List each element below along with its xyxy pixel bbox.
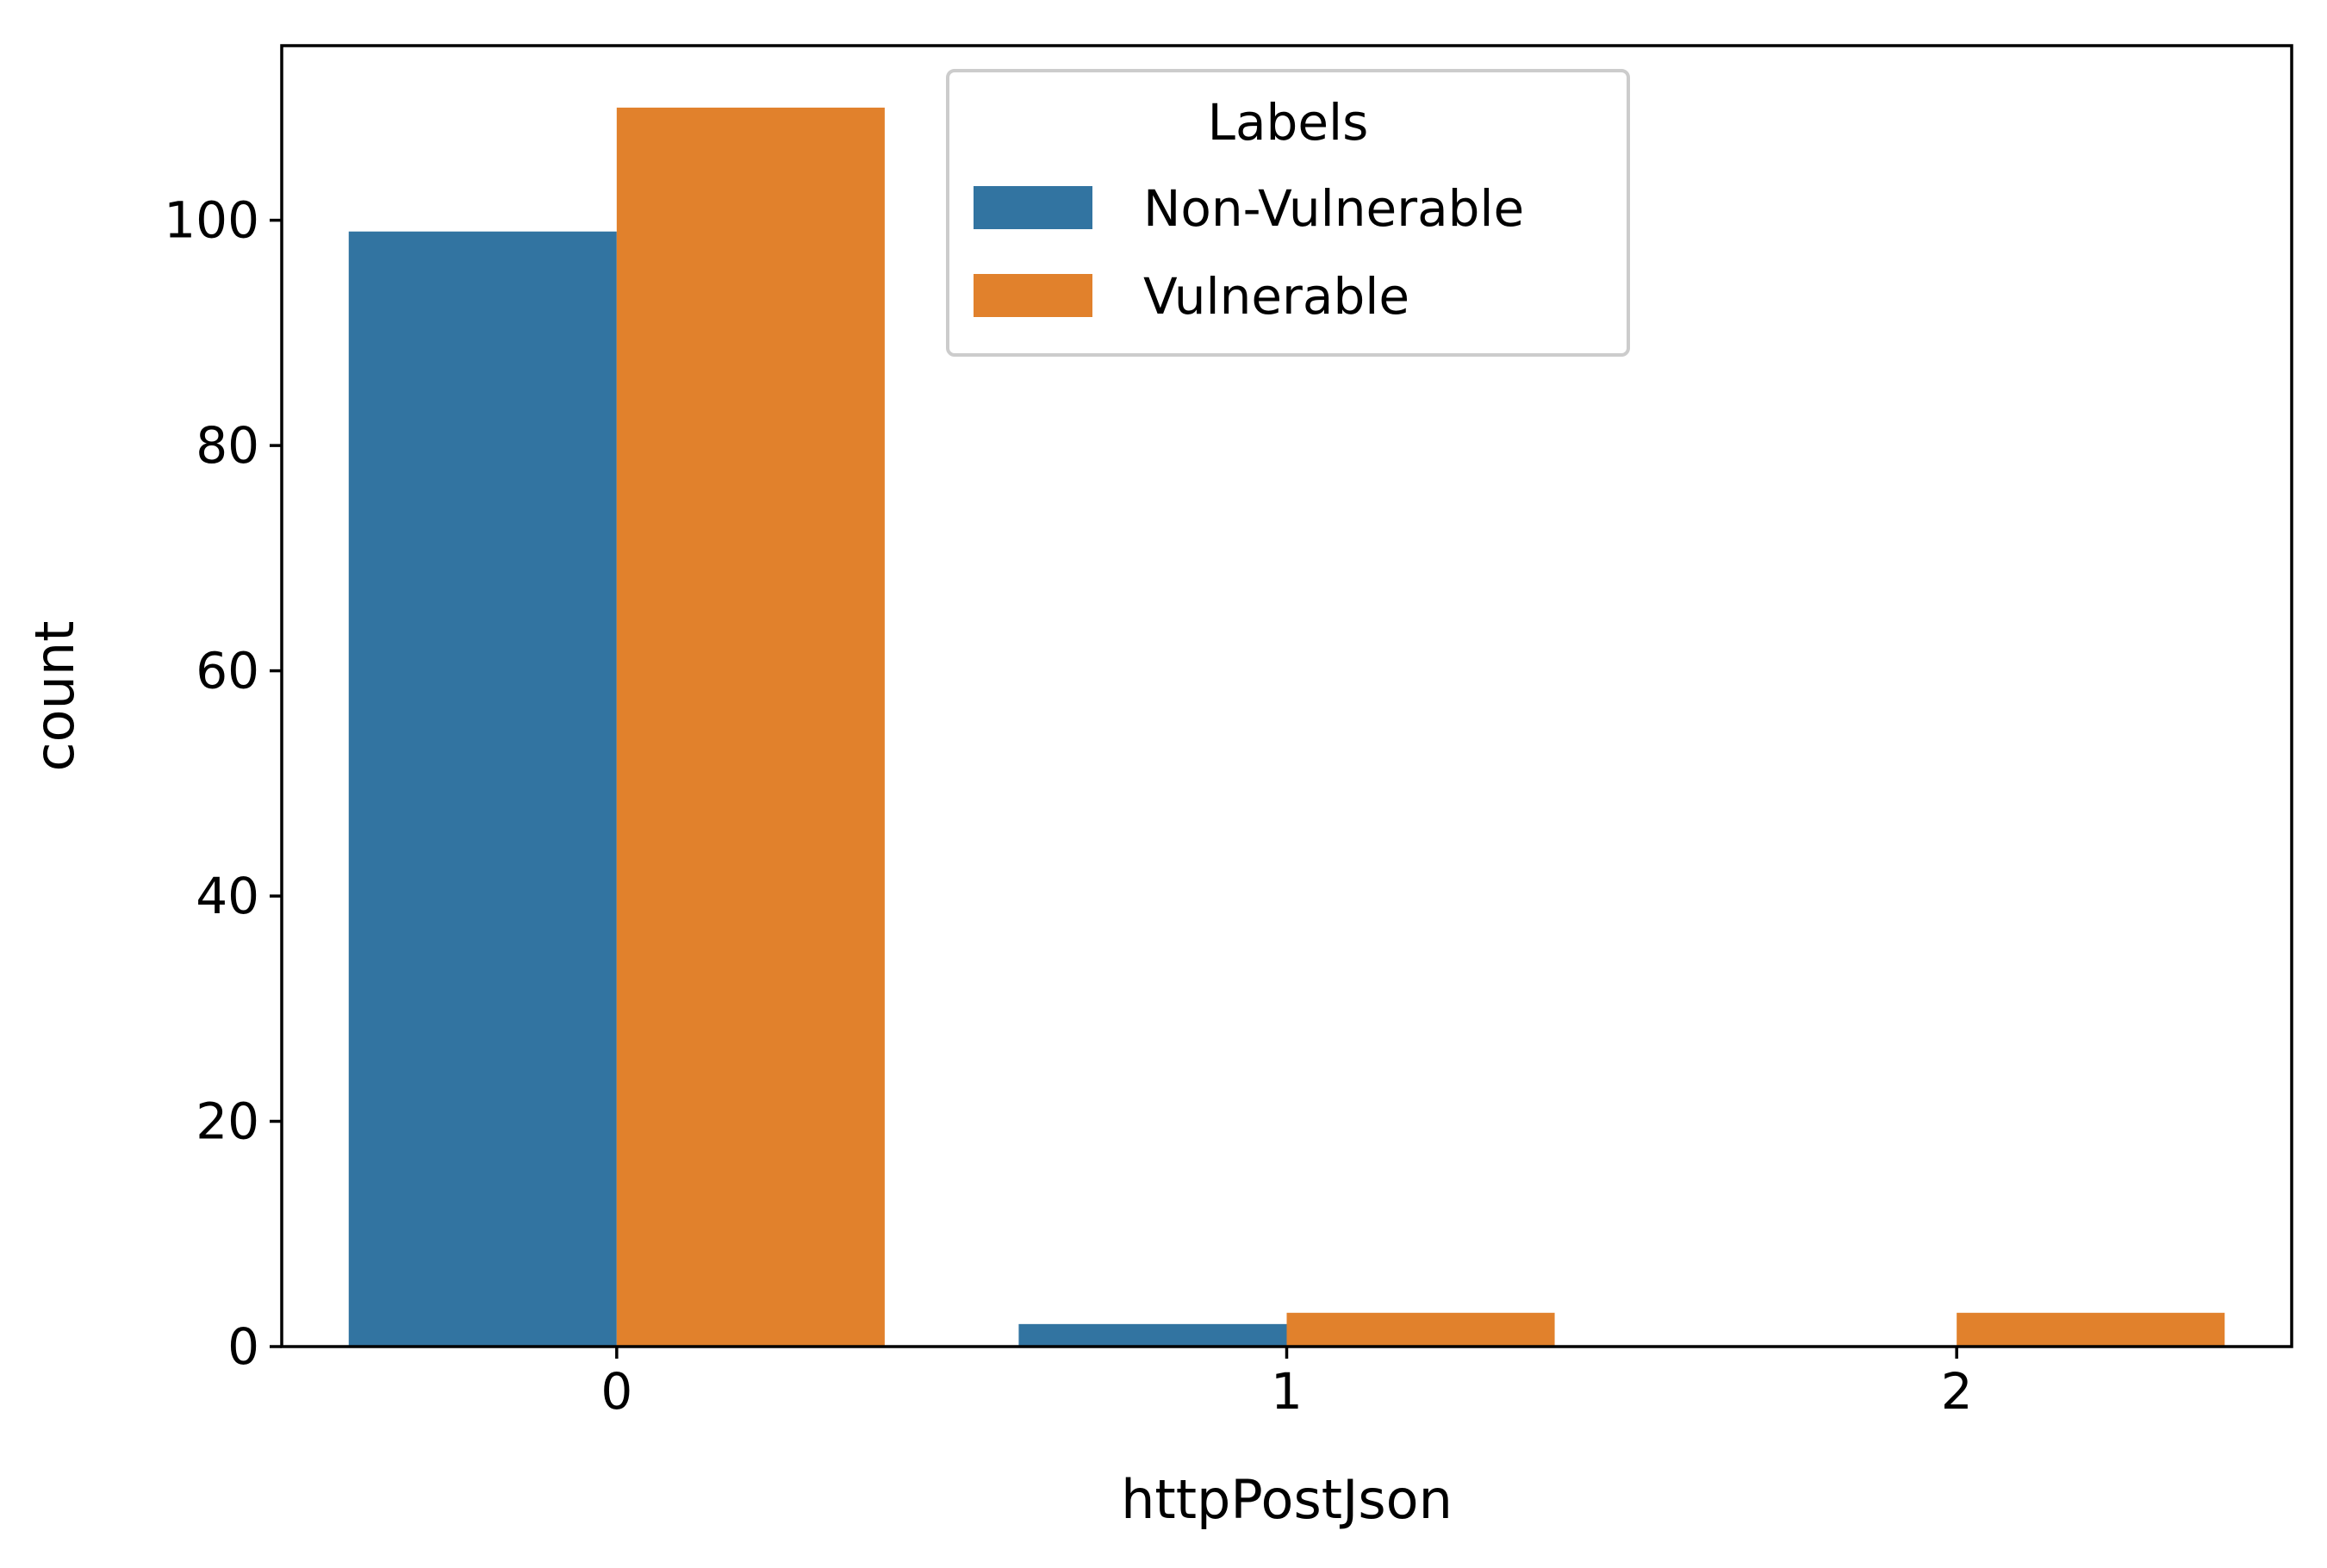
bars-layer <box>348 107 2225 1347</box>
legend-title: Labels <box>1208 93 1369 152</box>
y-tick-label: 0 <box>227 1317 259 1376</box>
x-axis-label: httpPostJson <box>1121 1468 1453 1531</box>
bar-vulnerable-0 <box>616 107 885 1347</box>
y-tick-label: 40 <box>196 867 259 925</box>
legend-label-non-vulnerable: Non-Vulnerable <box>1143 179 1524 238</box>
x-tick-label: 1 <box>1271 1362 1303 1421</box>
axes-layer: 0 20 40 60 80 100 0 1 2 httpPostJson count <box>23 44 2293 1531</box>
y-tick-label: 100 <box>164 191 259 250</box>
bar-vulnerable-2 <box>1957 1312 2225 1347</box>
x-tick-label: 0 <box>600 1362 632 1421</box>
legend-swatch-vulnerable <box>974 274 1092 317</box>
legend-label-vulnerable: Vulnerable <box>1143 267 1409 326</box>
y-tick-label: 80 <box>196 416 259 475</box>
x-tick-label: 2 <box>1941 1362 1973 1421</box>
bar-vulnerable-1 <box>1286 1312 1555 1347</box>
legend-swatch-non-vulnerable <box>974 186 1092 229</box>
y-tick-label: 60 <box>196 642 259 700</box>
bar-non-vulnerable-0 <box>348 231 617 1347</box>
bar-non-vulnerable-1 <box>1018 1323 1287 1347</box>
y-tick-label: 20 <box>196 1092 259 1151</box>
legend: Labels Non-Vulnerable Vulnerable <box>946 69 1630 357</box>
y-axis-label: count <box>23 621 86 772</box>
legend-box <box>946 69 1630 357</box>
